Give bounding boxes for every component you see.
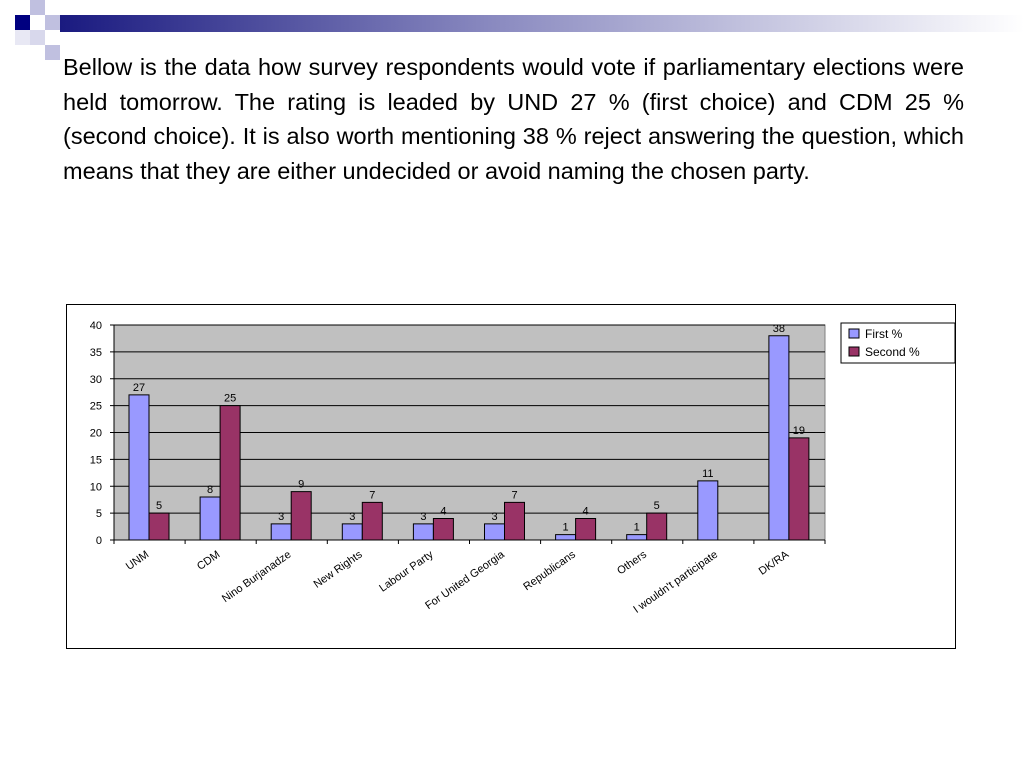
x-tick-label: Nino Burjanadze bbox=[220, 549, 294, 605]
x-tick-label: Republicans bbox=[521, 548, 578, 593]
legend-box bbox=[840, 322, 956, 364]
bar bbox=[341, 523, 363, 541]
bar bbox=[361, 501, 383, 541]
header-gradient-bar bbox=[60, 15, 1024, 32]
legend-label: Second % bbox=[865, 345, 920, 359]
bar bbox=[697, 480, 719, 541]
data-label: 19 bbox=[793, 425, 805, 437]
bar bbox=[270, 523, 292, 541]
data-label: 5 bbox=[156, 500, 162, 512]
y-tick-label: 25 bbox=[90, 401, 102, 413]
bar bbox=[768, 335, 790, 541]
data-label: 7 bbox=[511, 489, 517, 501]
bar bbox=[432, 518, 454, 541]
legend-swatch bbox=[848, 346, 860, 357]
bar bbox=[128, 394, 150, 541]
bar bbox=[484, 523, 505, 541]
data-label: 1 bbox=[563, 522, 569, 534]
y-tick-label: 10 bbox=[90, 481, 102, 493]
header-square bbox=[30, 30, 45, 45]
legend-label: First % bbox=[865, 327, 903, 341]
data-label: 3 bbox=[278, 511, 284, 523]
bar bbox=[504, 501, 525, 541]
bar bbox=[555, 534, 577, 541]
data-label: 38 bbox=[773, 323, 785, 335]
bar bbox=[646, 512, 668, 541]
slide-text: Bellow is the data how survey respondent… bbox=[63, 54, 964, 184]
bar bbox=[626, 534, 648, 541]
header-square bbox=[30, 0, 45, 15]
y-tick-label: 0 bbox=[96, 535, 102, 547]
bar bbox=[412, 523, 434, 541]
data-label: 25 bbox=[224, 393, 236, 405]
bar bbox=[199, 496, 221, 541]
y-tick-label: 15 bbox=[90, 454, 102, 466]
data-label: 8 bbox=[207, 484, 213, 496]
data-label: 4 bbox=[440, 506, 446, 518]
header-square bbox=[15, 15, 30, 30]
bar-chart: 0 5 10 15 20 25 30 35 40 27 8 3 3 3 3 1 1 11 38 5 25 9 7 4 7 4 5 19… bbox=[66, 304, 956, 649]
data-label: 3 bbox=[420, 511, 426, 523]
bar bbox=[290, 491, 312, 541]
slide-header-decoration bbox=[0, 0, 1024, 60]
data-label: 4 bbox=[583, 506, 589, 518]
bar bbox=[148, 512, 170, 541]
data-label: 9 bbox=[298, 479, 304, 491]
header-square bbox=[15, 30, 30, 45]
data-label: 27 bbox=[133, 382, 145, 394]
x-tick-label: New Rights bbox=[312, 548, 365, 590]
header-square bbox=[45, 15, 60, 30]
y-tick-label: 35 bbox=[90, 347, 102, 359]
data-label: 3 bbox=[349, 511, 355, 523]
data-label: 3 bbox=[491, 511, 497, 523]
y-tick-label: 30 bbox=[90, 374, 102, 386]
bar bbox=[219, 405, 241, 541]
y-tick-label: 5 bbox=[96, 508, 102, 520]
header-square bbox=[45, 45, 60, 60]
y-tick-label: 40 bbox=[90, 320, 102, 332]
data-label: 5 bbox=[654, 500, 660, 512]
x-tick-label: UNM bbox=[124, 549, 151, 573]
header-square bbox=[0, 0, 15, 15]
x-tick-label: For United Georgia bbox=[423, 548, 507, 612]
data-label: 1 bbox=[634, 522, 640, 534]
data-label: 7 bbox=[369, 489, 375, 501]
x-tick-label: Labour Party bbox=[377, 548, 436, 594]
x-tick-label: CDM bbox=[195, 549, 222, 573]
y-tick-label: 20 bbox=[90, 428, 102, 440]
x-tick-label: Others bbox=[615, 548, 649, 577]
bar bbox=[788, 437, 810, 541]
x-tick-label: DK/RA bbox=[757, 548, 792, 577]
data-label: 11 bbox=[702, 468, 713, 480]
bar bbox=[575, 518, 597, 541]
legend-swatch bbox=[848, 328, 860, 339]
